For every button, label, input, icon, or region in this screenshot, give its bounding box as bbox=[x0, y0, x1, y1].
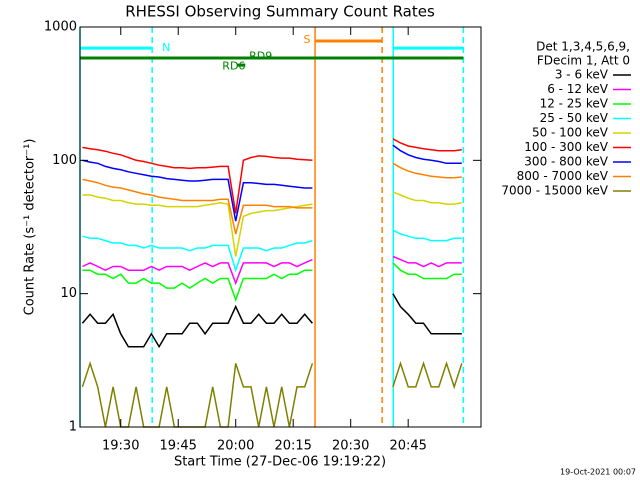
y-tick-label: 1 bbox=[69, 420, 77, 435]
chart-title: RHESSI Observing Summary Count Rates bbox=[125, 3, 435, 21]
y-tick-label: 100 bbox=[52, 153, 77, 168]
series-line bbox=[82, 255, 462, 286]
plot-frame bbox=[79, 26, 482, 428]
x-tick-label: 19:30 bbox=[102, 439, 139, 454]
legend-label: 50 - 100 keV bbox=[532, 126, 609, 140]
series-line bbox=[82, 229, 462, 273]
series-line bbox=[82, 262, 462, 303]
legend-label: 6 - 12 keV bbox=[547, 82, 609, 96]
series-line bbox=[82, 138, 462, 214]
flag-label: N bbox=[162, 41, 170, 54]
x-tick-label: 20:30 bbox=[332, 439, 369, 454]
legend-label: 100 - 300 keV bbox=[524, 140, 608, 154]
legend-label: 7000 - 15000 keV bbox=[501, 184, 608, 198]
series-line bbox=[82, 191, 462, 257]
legend-label: 25 - 50 keV bbox=[540, 111, 609, 125]
flag-label: RD9 bbox=[249, 50, 272, 63]
x-tick-label: 19:45 bbox=[159, 439, 196, 454]
timestamp: 19-Oct-2021 00:07 bbox=[560, 468, 636, 477]
y-tick-label: 10 bbox=[60, 286, 77, 301]
flag-label: RD6 bbox=[222, 60, 245, 73]
series-line bbox=[82, 144, 462, 222]
x-tick-label: 20:45 bbox=[389, 439, 426, 454]
x-tick-label: 20:00 bbox=[217, 439, 254, 454]
legend-label: 800 - 7000 keV bbox=[517, 169, 609, 183]
legend-label: 300 - 800 keV bbox=[524, 155, 608, 169]
legend-label: 3 - 6 keV bbox=[555, 68, 609, 82]
series-line bbox=[81, 360, 463, 428]
series-line bbox=[82, 162, 462, 235]
y-tick-label: 1000 bbox=[44, 20, 77, 35]
x-axis-label: Start Time (27-Dec-06 19:19:22) bbox=[174, 455, 386, 470]
series-line bbox=[81, 293, 462, 349]
x-tick-label: 20:15 bbox=[274, 439, 311, 454]
flag-label: S bbox=[304, 33, 311, 46]
legend-header: FDecim 1, Att 0 bbox=[537, 54, 630, 68]
legend-header: Det 1,3,4,5,6,9, bbox=[536, 40, 630, 54]
legend-label: 12 - 25 keV bbox=[540, 97, 609, 111]
y-axis-label: Count Rate (s⁻¹ detector⁻¹) bbox=[23, 139, 38, 316]
